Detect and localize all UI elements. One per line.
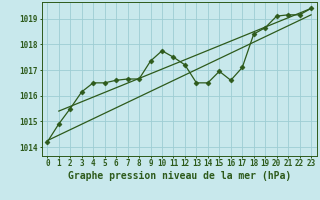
X-axis label: Graphe pression niveau de la mer (hPa): Graphe pression niveau de la mer (hPa) <box>68 171 291 181</box>
